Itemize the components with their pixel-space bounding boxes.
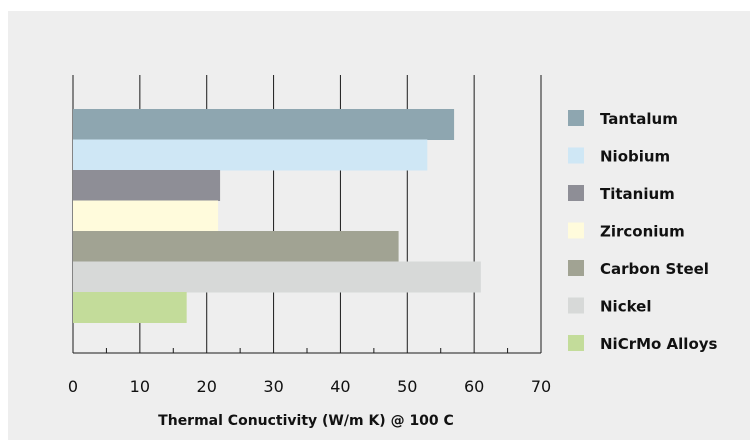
x-tick-label-30: 30 xyxy=(263,377,283,396)
legend: Tantalum Niobium Titanium Zirconium Carbon S… xyxy=(568,110,718,353)
bar-nickel xyxy=(73,261,481,293)
legend-label-titanium: Titanium xyxy=(600,185,675,203)
legend-label-niobium: Niobium xyxy=(600,148,670,166)
x-tick-label-70: 70 xyxy=(531,377,551,396)
legend-label-tantalum: Tantalum xyxy=(600,110,678,128)
bar-carbon-steel xyxy=(73,231,399,262)
x-tick-label-50: 50 xyxy=(397,377,417,396)
legend-label-carbon-steel: Carbon Steel xyxy=(600,260,709,278)
legend-label-zirconium: Zirconium xyxy=(600,223,685,241)
x-tick-label-60: 60 xyxy=(464,377,484,396)
legend-swatch-niobium xyxy=(568,147,584,164)
x-axis-label: Thermal Conuctivity (W/m K) @ 100 C xyxy=(158,413,454,429)
legend-swatch-titanium xyxy=(568,185,584,201)
bar-niobium xyxy=(73,139,428,171)
bar-nicrmo-alloys xyxy=(73,292,187,323)
x-tick-label-10: 10 xyxy=(130,377,150,396)
legend-label-nickel: Nickel xyxy=(600,298,651,316)
x-tick-label-0: 0 xyxy=(68,377,78,396)
legend-swatch-nickel xyxy=(568,297,584,314)
legend-label-nicrmo-alloys: NiCrMo Alloys xyxy=(600,335,718,353)
bar-tantalum xyxy=(73,109,455,140)
bar-titanium xyxy=(73,170,221,201)
x-tick-label-20: 20 xyxy=(197,377,217,396)
bars-layer xyxy=(73,109,481,323)
bar-zirconium xyxy=(73,200,219,232)
legend-swatch-zirconium xyxy=(568,222,584,239)
legend-swatch-tantalum xyxy=(568,110,584,126)
x-axis: 0 10 20 30 40 50 60 70 xyxy=(68,348,551,396)
x-tick-label-40: 40 xyxy=(330,377,350,396)
legend-swatch-carbon-steel xyxy=(568,260,584,276)
legend-swatch-nicrmo-alloys xyxy=(568,335,584,351)
